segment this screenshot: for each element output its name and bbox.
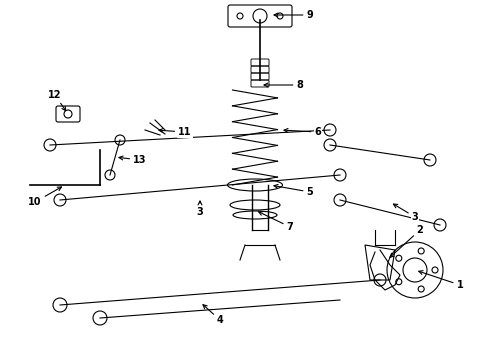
Text: 7: 7 bbox=[259, 212, 294, 232]
Text: 5: 5 bbox=[274, 184, 314, 197]
Text: 11: 11 bbox=[159, 127, 192, 137]
Text: 3: 3 bbox=[393, 204, 418, 222]
Text: 10: 10 bbox=[28, 187, 62, 207]
Text: 3: 3 bbox=[196, 201, 203, 217]
Text: 8: 8 bbox=[264, 80, 303, 90]
Text: 2: 2 bbox=[390, 225, 423, 257]
Text: 9: 9 bbox=[274, 10, 314, 20]
Text: 4: 4 bbox=[203, 305, 223, 325]
Text: 6: 6 bbox=[284, 127, 321, 137]
Text: 13: 13 bbox=[119, 155, 147, 165]
Text: 1: 1 bbox=[419, 271, 464, 290]
Text: 12: 12 bbox=[48, 90, 66, 111]
